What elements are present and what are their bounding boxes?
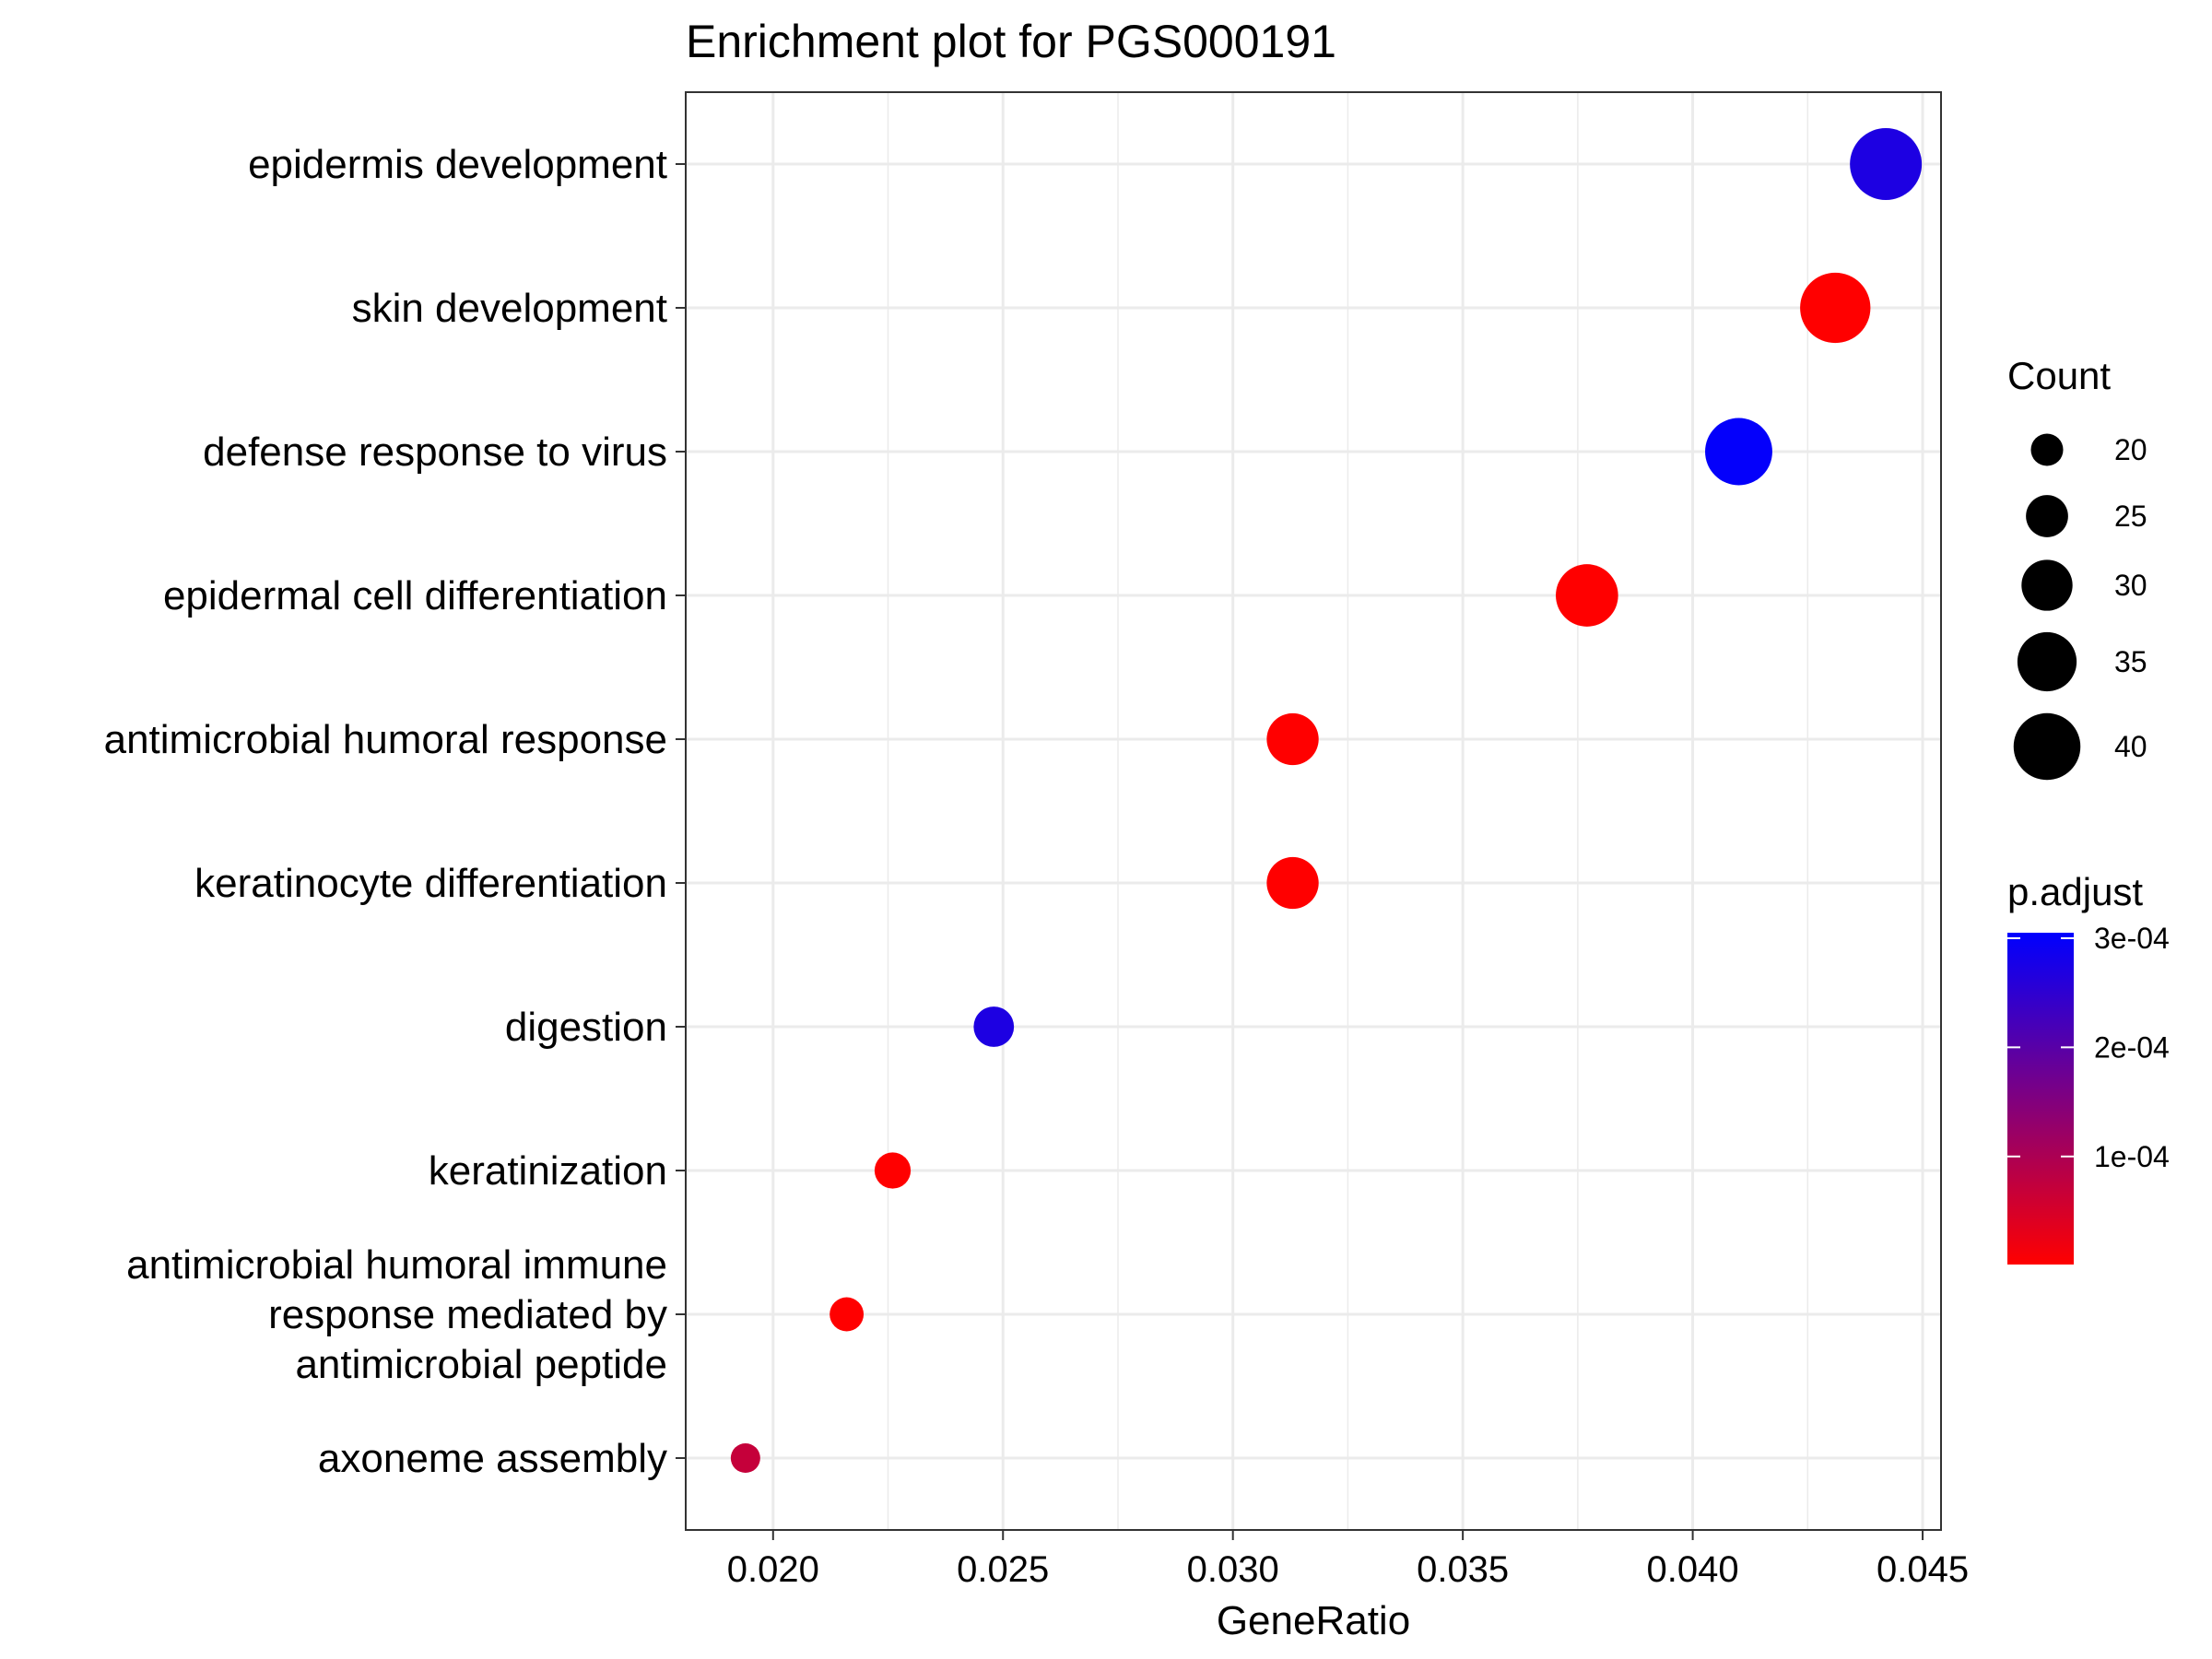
data-point [1556, 564, 1618, 627]
colorbar-tick-label: 1e-04 [2094, 1140, 2170, 1173]
y-tick-label: axoneme assembly [318, 1436, 667, 1481]
y-tick-label: skin development [352, 286, 667, 331]
chart-title: Enrichment plot for PGS000191 [686, 16, 1336, 67]
count-legend-title: Count [2007, 354, 2111, 397]
plot-panel [685, 91, 1942, 1531]
y-tick-label-line: epidermal cell differentiation [163, 573, 667, 618]
count-legend-label: 35 [2114, 645, 2147, 678]
p-adjust-legend-title: p.adjust [2007, 870, 2143, 913]
count-legend-key [2026, 495, 2068, 537]
x-tick-label: 0.030 [1187, 1549, 1279, 1590]
y-tick-label-line: keratinization [429, 1148, 667, 1194]
y-tick-label-line: axoneme assembly [318, 1436, 667, 1481]
y-tick-label-line: epidermis development [248, 142, 667, 187]
data-point [730, 1443, 760, 1473]
y-tick-label-line: response mediated by [268, 1292, 667, 1337]
x-axis-title: GeneRatio [1217, 1598, 1410, 1643]
panel-background [686, 92, 1941, 1530]
count-legend: Count 20 25 30 35 40 [2007, 354, 2147, 781]
data-point [1266, 856, 1319, 910]
x-tick-label: 0.035 [1417, 1549, 1509, 1590]
major-gridlines [686, 92, 1941, 1530]
data-point [1266, 712, 1319, 766]
x-tick-label: 0.020 [727, 1549, 819, 1590]
colorbar-tick-label: 2e-04 [2094, 1030, 2170, 1064]
count-legend-label: 25 [2114, 500, 2147, 533]
x-tick-label: 0.040 [1647, 1549, 1739, 1590]
data-point [973, 1006, 1015, 1047]
x-tick-label: 0.045 [1877, 1549, 1969, 1590]
x-axis: 0.020 0.025 0.030 0.035 0.040 0.045 [727, 1530, 1969, 1590]
y-tick-label: keratinization [429, 1148, 667, 1194]
y-tick-label-line: keratinocyte differentiation [194, 861, 667, 906]
p-adjust-legend: p.adjust 1e-04 2e-04 3e-04 [2007, 870, 2170, 1265]
y-tick-label: epidermis development [248, 142, 667, 187]
data-point [1800, 272, 1871, 344]
count-legend-label: 20 [2114, 433, 2147, 466]
y-tick-label-line: skin development [352, 286, 667, 331]
count-legend-key [2017, 631, 2077, 692]
y-tick-label-line: antimicrobial humoral response [104, 717, 667, 762]
count-legend-label: 30 [2114, 569, 2147, 602]
data-point [830, 1297, 865, 1332]
p-adjust-colorbar [2007, 933, 2074, 1265]
data-point [874, 1152, 912, 1189]
y-tick-label: defense response to virus [203, 429, 667, 475]
y-tick-label-line: antimicrobial peptide [295, 1342, 667, 1387]
y-tick-label-line: digestion [505, 1005, 667, 1050]
y-tick-label: epidermal cell differentiation [163, 573, 667, 618]
y-tick-label-line: defense response to virus [203, 429, 667, 475]
colorbar-tick-label: 3e-04 [2094, 922, 2170, 955]
count-legend-key [2021, 559, 2073, 611]
data-point [1705, 418, 1772, 486]
count-legend-key [2013, 712, 2081, 781]
y-tick-label: antimicrobial humoral response [104, 717, 667, 762]
p-adjust-colorbar-ticks: 1e-04 2e-04 3e-04 [2007, 922, 2170, 1173]
y-tick-label: keratinocyte differentiation [194, 861, 667, 906]
count-legend-key [2030, 433, 2064, 466]
data-point [1850, 128, 1923, 200]
y-tick-label-line: antimicrobial humoral immune [126, 1242, 667, 1288]
count-legend-keys: 20 25 30 35 40 [2013, 433, 2147, 781]
y-tick-label: digestion [505, 1005, 667, 1050]
minor-gridlines [887, 92, 1809, 1530]
y-axis: epidermis development skin development def… [104, 142, 686, 1481]
x-tick-label: 0.025 [957, 1549, 1049, 1590]
panel-border [685, 91, 1942, 1531]
y-tick-label: antimicrobial humoral immune response med… [126, 1242, 667, 1387]
count-legend-label: 40 [2114, 730, 2147, 763]
data-points [730, 128, 1923, 1473]
